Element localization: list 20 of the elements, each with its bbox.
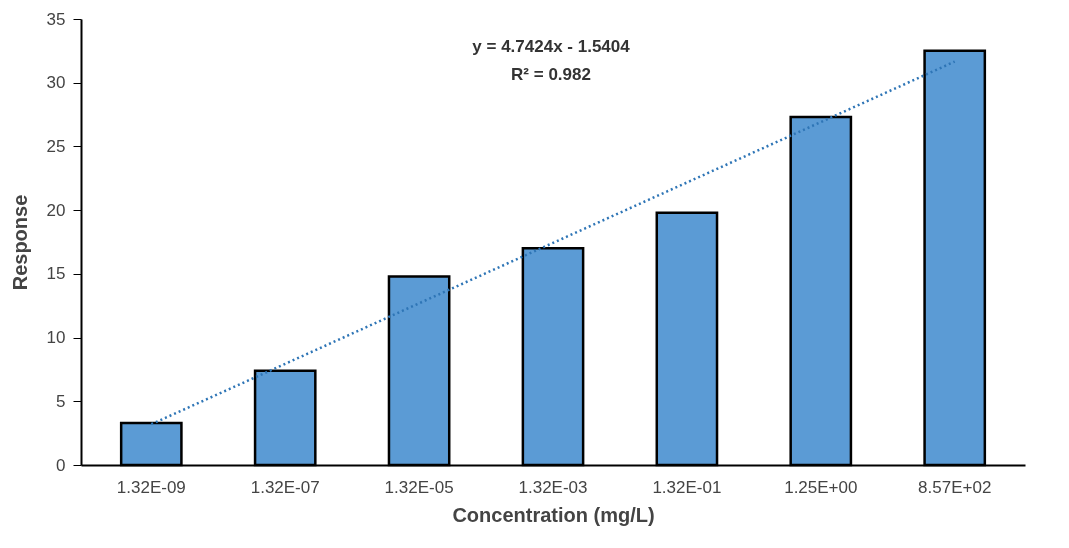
x-tick-label: 1.32E-07 xyxy=(250,477,320,497)
y-tick-label: 15 xyxy=(46,264,66,284)
y-tick-label: 30 xyxy=(46,73,66,93)
x-tick-label: 1.32E-01 xyxy=(652,477,722,497)
y-tick-label: 5 xyxy=(56,391,66,411)
y-tick-label: 25 xyxy=(46,136,66,156)
y-axis-title: Response xyxy=(8,194,31,291)
line-series xyxy=(150,60,956,426)
x-axis-title: Concentration (mg/L) xyxy=(452,503,655,526)
y-tick-label: 10 xyxy=(46,328,66,348)
annotation: y = 4.7424x - 1.5404 xyxy=(472,37,631,56)
x-tick-label: 8.57E+02 xyxy=(918,477,992,497)
y-tick-label: 0 xyxy=(56,455,66,475)
annotation: R² = 0.982 xyxy=(511,65,591,84)
x-tick-label: 1.25E+00 xyxy=(784,477,858,497)
y-tick-label: 35 xyxy=(46,9,66,29)
x-tick-label: 1.32E-03 xyxy=(518,477,588,497)
x-tick-label: 1.32E-09 xyxy=(116,477,186,497)
y-tick-label: 20 xyxy=(46,200,66,220)
x-tick-label: 1.32E-05 xyxy=(384,477,454,497)
